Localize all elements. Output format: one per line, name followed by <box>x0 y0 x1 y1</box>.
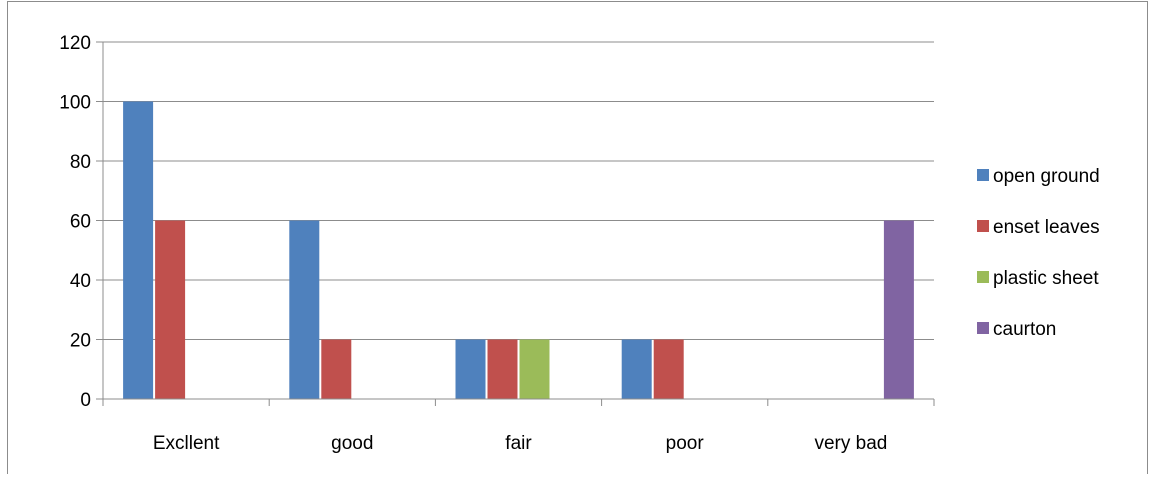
x-category-label: poor <box>666 433 705 454</box>
legend-swatch <box>977 322 989 334</box>
y-tick-labels: 0 20 40 60 80 100 120 <box>59 33 91 411</box>
y-tick-label: 40 <box>70 271 91 292</box>
bars <box>123 101 914 399</box>
legend-swatch <box>977 271 989 283</box>
y-tick-label: 60 <box>70 212 91 233</box>
y-tick-label: 100 <box>59 93 91 114</box>
bar-open-ground-excllent <box>123 101 154 399</box>
y-tick-label: 80 <box>70 152 91 173</box>
legend-swatch <box>977 169 989 181</box>
x-category-labels: Excllent good fair poor very bad <box>153 433 888 454</box>
chart-frame <box>7 1 1148 474</box>
bar-caurton-very-bad <box>883 220 914 399</box>
legend-swatch <box>977 220 989 232</box>
y-tick-label: 120 <box>59 33 91 54</box>
y-tick-label: 20 <box>70 331 91 352</box>
bar-open-ground-good <box>289 220 320 399</box>
legend-label: open ground <box>993 166 1100 187</box>
bar-open-ground-poor <box>621 339 652 399</box>
gridlines <box>103 41 934 340</box>
bar-open-ground-fair <box>455 339 486 399</box>
axes <box>96 41 935 406</box>
x-category-label: good <box>331 433 373 454</box>
x-category-label: Excllent <box>153 433 220 454</box>
bar-enset-leaves-fair <box>487 339 518 399</box>
legend-label: caurton <box>993 319 1056 340</box>
legend-label: enset leaves <box>993 217 1100 238</box>
legend: open ground enset leaves plastic sheet caur… <box>977 166 1100 340</box>
bar-plastic-sheet-fair <box>519 339 550 399</box>
bar-enset-leaves-excllent <box>155 220 186 399</box>
x-category-label: very bad <box>814 433 887 454</box>
legend-label: plastic sheet <box>993 268 1099 289</box>
bar-enset-leaves-poor <box>653 339 684 399</box>
y-tick-label: 0 <box>80 390 91 411</box>
x-category-label: fair <box>505 433 532 454</box>
bar-enset-leaves-good <box>321 339 352 399</box>
